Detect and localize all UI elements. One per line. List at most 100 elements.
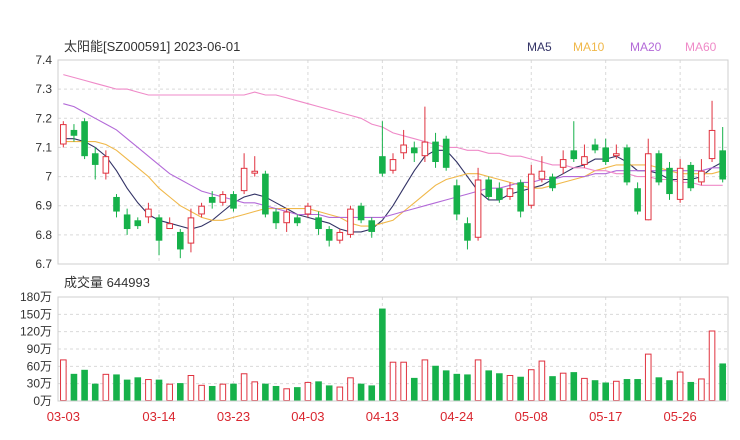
price-tick-label: 7.1 xyxy=(35,140,52,154)
candle-body xyxy=(102,156,110,174)
volume-bar xyxy=(666,380,673,401)
volume-tick-label: 90万 xyxy=(27,342,52,356)
volume-bar xyxy=(230,383,237,401)
candle-body xyxy=(166,223,173,230)
candle-body xyxy=(219,194,227,203)
candle-body xyxy=(719,150,726,180)
volume-bar xyxy=(464,374,471,401)
legend-ma20: MA20 xyxy=(630,40,662,54)
price-panel-frame xyxy=(57,59,729,265)
volume-bar xyxy=(347,377,354,401)
date-label: 04-24 xyxy=(440,409,473,424)
candle-body xyxy=(325,229,333,241)
volume-bar xyxy=(251,381,259,402)
volume-bar xyxy=(113,374,120,401)
volume-panel-frame xyxy=(57,296,729,402)
volume-bar xyxy=(687,381,695,401)
volume-bar xyxy=(166,383,173,401)
date-label: 03-03 xyxy=(47,409,80,424)
volume-bar xyxy=(410,377,418,401)
volume-bar xyxy=(325,385,333,401)
candle-body xyxy=(464,223,471,241)
volume-title: 成交量 644993 xyxy=(64,275,150,290)
price-tick-label: 7.2 xyxy=(35,111,52,125)
candle-body xyxy=(570,150,578,160)
candle-body xyxy=(336,231,344,241)
volume-tick-label: 0万 xyxy=(33,394,52,408)
price-tick-label: 6.9 xyxy=(35,199,52,213)
volume-bar xyxy=(123,379,131,401)
volume-bar xyxy=(102,373,110,402)
candle-body xyxy=(134,220,142,227)
volume-bar xyxy=(134,377,142,401)
volume-bar xyxy=(623,379,631,401)
chart-title: 太阳能[SZ000591] 2023-06-01 xyxy=(64,39,240,54)
candle-body xyxy=(272,211,280,224)
candle-body xyxy=(581,156,588,165)
candle-body xyxy=(666,167,673,195)
volume-bar xyxy=(506,375,514,401)
volume-bar xyxy=(208,385,216,401)
candle-body xyxy=(304,205,312,215)
volume-tick-label: 180万 xyxy=(20,290,52,304)
candle-body xyxy=(496,188,503,200)
date-label: 05-08 xyxy=(515,409,548,424)
volume-bar xyxy=(304,381,312,401)
volume-bar xyxy=(613,380,620,401)
volume-bar xyxy=(496,373,503,401)
price-axis: 7.4 7.3 7.2 7.1 7 6.9 6.8 6.7 xyxy=(35,53,52,271)
price-tick-label: 7.4 xyxy=(35,53,52,67)
candle-body xyxy=(198,205,205,215)
volume-bar xyxy=(591,380,599,401)
candle-body xyxy=(389,159,397,171)
candle-body xyxy=(453,185,461,215)
volume-bar xyxy=(60,359,67,401)
volume-bar xyxy=(538,360,546,401)
candle-body xyxy=(485,179,493,197)
candle-body xyxy=(208,196,216,203)
candle-body xyxy=(177,231,184,250)
volume-bar xyxy=(527,369,535,402)
candle-body xyxy=(60,124,67,145)
volume-bar xyxy=(644,353,652,401)
candlesticks xyxy=(60,100,726,259)
volume-bar xyxy=(187,375,195,401)
volume-tick-label: 30万 xyxy=(27,377,52,391)
legend-ma5: MA5 xyxy=(527,40,552,54)
candle-body xyxy=(293,217,301,224)
moving-average-lines xyxy=(63,74,723,233)
candle-body xyxy=(623,147,631,183)
volume-tick-label: 120万 xyxy=(20,325,52,339)
volume-axis: 180万 150万 120万 90万 60万 30万 0万 xyxy=(20,290,52,408)
volume-bar xyxy=(442,370,450,401)
candle-body xyxy=(421,141,429,157)
volume-bar xyxy=(698,378,705,402)
ma-line-ma60 xyxy=(63,74,723,186)
candle-body xyxy=(591,144,599,151)
candle-body xyxy=(145,208,152,218)
volume-bar xyxy=(262,383,269,401)
volume-bar xyxy=(283,388,290,401)
volume-bar xyxy=(602,382,609,401)
volume-bar xyxy=(676,371,684,401)
volume-tick-label: 150万 xyxy=(20,307,52,321)
volume-bar xyxy=(315,381,322,401)
candle-body xyxy=(687,164,695,189)
volume-bar xyxy=(559,372,567,402)
volume-bar xyxy=(485,370,493,401)
candle-body xyxy=(655,153,663,183)
candle-body xyxy=(81,121,88,157)
legend-ma10: MA10 xyxy=(573,40,605,54)
candle-body xyxy=(315,217,322,230)
candle-body xyxy=(549,176,556,189)
price-tick-label: 6.8 xyxy=(35,228,52,242)
ma-line-ma20 xyxy=(63,103,723,218)
legend: MA5 MA10 MA20 MA60 xyxy=(527,40,717,54)
volume-bar xyxy=(421,359,429,401)
date-axis: 03-03 03-14 03-23 04-03 04-13 04-24 05-08 05-17… xyxy=(47,409,697,424)
candle-body xyxy=(676,167,684,200)
price-tick-label: 6.7 xyxy=(35,257,52,271)
volume-bar xyxy=(357,383,365,401)
volume-tick-label: 60万 xyxy=(27,359,52,373)
